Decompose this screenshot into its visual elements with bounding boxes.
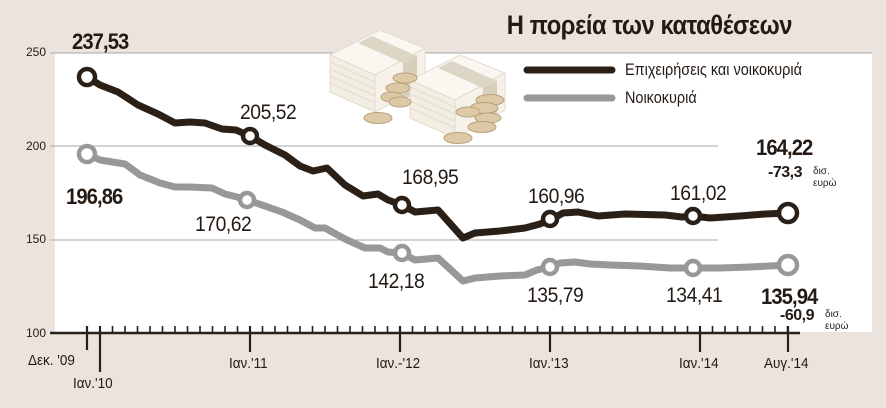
marker-households-jan12 <box>392 243 412 263</box>
money-illustration-icon <box>328 29 507 144</box>
x-axis-minor-ticks <box>99 326 789 333</box>
value-label-total-aug14: 164,22 <box>756 135 813 160</box>
marker-total-jan11 <box>240 126 260 146</box>
change-label-households: -60,9 <box>780 307 814 324</box>
value-label-total-jan12: 168,95 <box>402 166 459 189</box>
y-tick-250: 250 <box>25 45 46 59</box>
value-label-total-jan13: 160,96 <box>528 185 585 208</box>
x-axis-major-ticks <box>85 326 790 372</box>
y-tick-200: 200 <box>25 139 46 153</box>
value-label-households-jan13: 135,79 <box>527 284 584 307</box>
x-label-jan12: Ιαν.-'12 <box>376 355 421 372</box>
x-label-dec09: Δεκ. '09 <box>28 352 75 369</box>
value-label-households-dec09: 196,86 <box>66 184 123 209</box>
y-tick-150: 150 <box>25 232 46 246</box>
legend-label-total: Επιχειρήσεις και νοικοκυριά <box>625 60 802 79</box>
unit-label-households: δισ. ευρώ <box>825 309 849 332</box>
marker-households-jan11 <box>237 190 257 210</box>
value-label-total-jan11: 205,52 <box>240 101 297 124</box>
marker-total-jan13 <box>540 209 560 229</box>
x-label-jan13: Ιαν.'13 <box>529 355 569 372</box>
value-label-households-jan12: 142,18 <box>368 270 425 293</box>
marker-households-aug14 <box>776 253 800 277</box>
marker-total-jan12 <box>392 195 412 215</box>
marker-households-jan13 <box>540 257 560 277</box>
marker-total-aug14 <box>776 201 800 225</box>
series-total-markers <box>76 66 800 229</box>
value-label-total-dec09: 237,53 <box>72 29 129 54</box>
x-label-aug14: Αυγ.'14 <box>764 355 809 372</box>
value-label-households-aug14: 135,94 <box>761 284 818 309</box>
gridlines <box>50 52 872 241</box>
change-label-total: -73,3 <box>768 164 802 181</box>
unit-label-total: δισ. ευρώ <box>813 166 837 189</box>
marker-total-jan14 <box>683 206 703 226</box>
marker-total-dec09 <box>76 66 98 88</box>
legend-label-households: Νοικοκυριά <box>625 88 697 107</box>
chart-title: Η πορεία των καταθέσεων <box>505 8 798 45</box>
coin-icons <box>363 72 505 144</box>
value-label-households-jan14: 134,41 <box>666 284 723 307</box>
x-label-jan10: Ιαν.'10 <box>73 375 113 392</box>
value-label-total-jan14: 161,02 <box>670 182 727 205</box>
value-label-households-jan11: 170,62 <box>195 213 252 236</box>
series-households-markers <box>76 143 800 278</box>
x-label-jan11: Ιαν.'11 <box>229 355 268 372</box>
y-tick-100: 100 <box>25 326 46 340</box>
marker-households-jan14 <box>683 258 703 278</box>
x-label-jan14: Ιαν.'14 <box>679 355 719 372</box>
marker-households-dec09 <box>76 143 98 165</box>
series-households-line <box>83 150 792 285</box>
